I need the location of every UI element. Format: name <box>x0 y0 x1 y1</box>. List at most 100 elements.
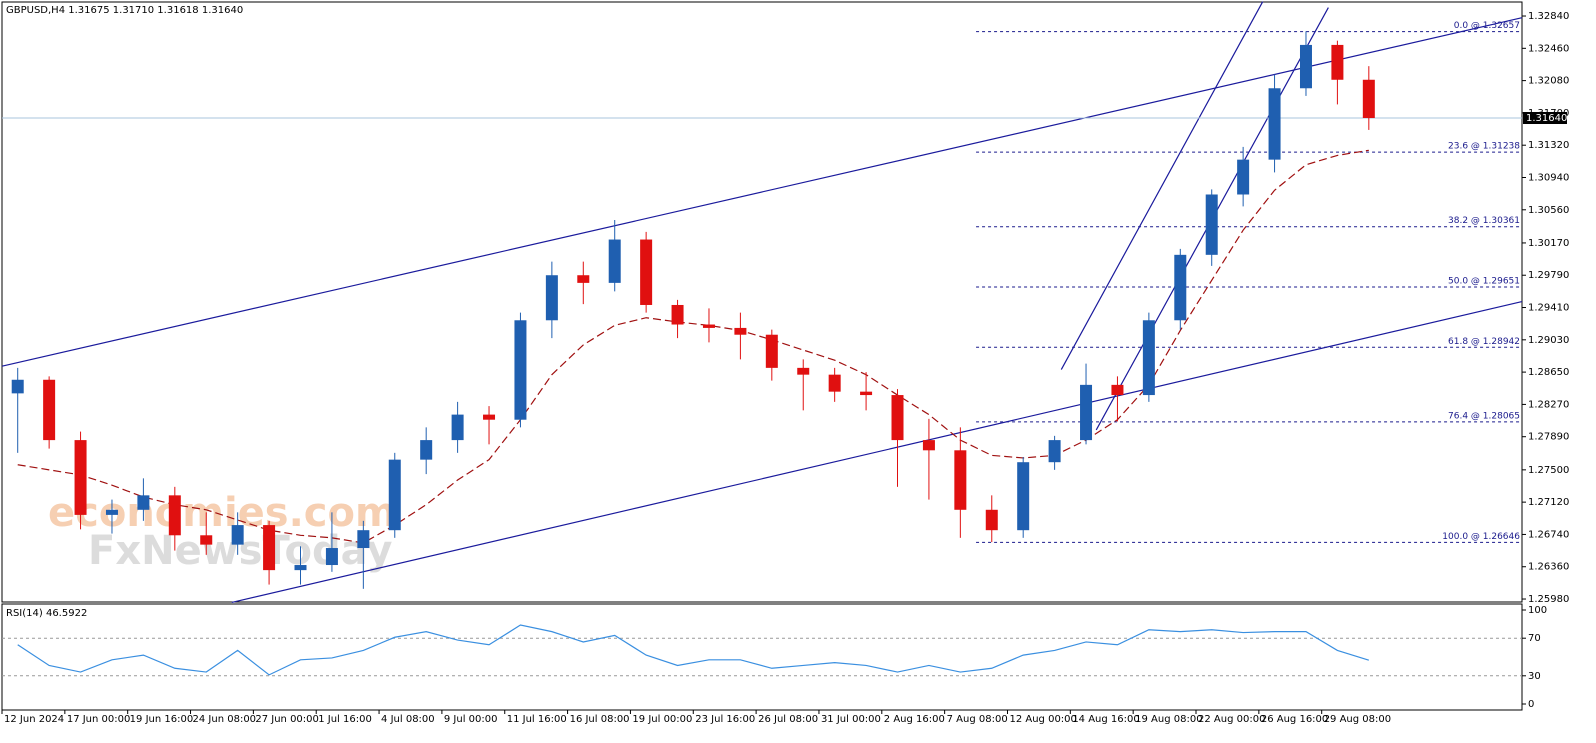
y-tick-label: 1.32840 <box>1528 11 1569 22</box>
candle-body <box>954 450 967 510</box>
rsi-tick-label: 0 <box>1528 699 1534 710</box>
trendline <box>1060 1 1264 370</box>
rsi-line <box>17 624 1370 676</box>
candle-body <box>577 275 590 283</box>
candle-body <box>828 374 841 392</box>
candle-body <box>483 414 496 420</box>
candle-body <box>1048 440 1061 463</box>
rsi-panel <box>1 603 1523 711</box>
x-tick-label: 19 Jul 00:00 <box>632 714 692 725</box>
candle-body <box>1205 194 1218 255</box>
candle-body <box>294 565 307 571</box>
candle-body <box>985 509 998 531</box>
candle-body <box>1268 88 1281 160</box>
y-tick-label: 1.25980 <box>1528 594 1569 605</box>
x-tick-label: 4 Jul 08:00 <box>381 714 435 725</box>
candle-body <box>797 367 810 375</box>
x-tick-label: 22 Aug 00:00 <box>1198 714 1265 725</box>
y-tick-label: 1.29790 <box>1528 270 1569 281</box>
fib-label: 23.6 @ 1.31238 <box>1448 142 1520 152</box>
candle-body <box>1111 384 1124 396</box>
x-tick-label: 19 Jun 16:00 <box>130 714 194 725</box>
candle-body <box>263 525 276 571</box>
rsi-tick-label: 30 <box>1528 671 1541 682</box>
candle-body <box>640 239 653 305</box>
moving-average <box>17 149 1369 544</box>
fib-label: 38.2 @ 1.30361 <box>1448 216 1520 226</box>
candle-body <box>11 379 24 394</box>
x-tick-label: 12 Aug 00:00 <box>1009 714 1076 725</box>
candle-body <box>1080 384 1093 441</box>
y-tick-label: 1.30940 <box>1528 172 1569 183</box>
x-tick-label: 12 Jun 2024 <box>4 714 64 725</box>
candle-body <box>1237 159 1250 195</box>
last-price-box <box>1523 112 1567 125</box>
x-tick-label: 26 Jul 08:00 <box>758 714 818 725</box>
candle-body <box>1174 254 1187 321</box>
candle-body <box>168 495 181 536</box>
candle-body <box>325 548 338 566</box>
candle-body <box>388 459 401 531</box>
candle-body <box>1142 320 1155 396</box>
candle-body <box>860 391 873 396</box>
fib-label: 50.0 @ 1.29651 <box>1448 277 1520 287</box>
candle-body <box>1362 79 1375 119</box>
y-tick-label: 1.26740 <box>1528 529 1569 540</box>
x-tick-label: 2 Aug 16:00 <box>884 714 945 725</box>
x-tick-label: 26 Aug 16:00 <box>1261 714 1328 725</box>
candle-body <box>765 334 778 368</box>
rsi-title: RSI(14) 46.5922 <box>6 608 87 619</box>
fib-label: 61.8 @ 1.28942 <box>1448 337 1520 347</box>
x-tick-label: 1 Jul 16:00 <box>318 714 372 725</box>
x-tick-label: 7 Aug 08:00 <box>947 714 1008 725</box>
x-tick-label: 27 Jun 00:00 <box>255 714 319 725</box>
x-tick-label: 19 Aug 08:00 <box>1135 714 1202 725</box>
candle-body <box>1299 44 1312 89</box>
candle-body <box>702 324 715 328</box>
y-tick-label: 1.26360 <box>1528 562 1569 573</box>
y-tick-label: 1.29030 <box>1528 335 1569 346</box>
y-tick-label: 1.32080 <box>1528 76 1569 87</box>
fib-label: 76.4 @ 1.28065 <box>1448 411 1520 421</box>
x-tick-label: 11 Jul 16:00 <box>507 714 567 725</box>
fib-label: 100.0 @ 1.26646 <box>1442 532 1520 542</box>
y-tick-label: 1.31320 <box>1528 140 1569 151</box>
x-tick-label: 31 Jul 00:00 <box>821 714 881 725</box>
y-tick-label: 1.27500 <box>1528 465 1569 476</box>
candle-body <box>200 535 213 545</box>
candle-body <box>43 379 56 441</box>
candle-body <box>357 530 370 549</box>
candle-body <box>545 275 558 321</box>
trendline <box>1 17 1523 367</box>
x-tick-label: 16 Jul 08:00 <box>570 714 630 725</box>
candle-body <box>1331 44 1344 80</box>
candle-body <box>514 320 527 420</box>
rsi-tick-label: 70 <box>1528 633 1541 644</box>
candle-body <box>608 239 621 283</box>
y-tick-label: 1.30170 <box>1528 238 1569 249</box>
rsi-tick-label: 100 <box>1528 605 1547 616</box>
candle-body <box>105 509 118 515</box>
candle-body <box>671 304 684 325</box>
candle-body <box>891 395 904 441</box>
y-tick-label: 1.28650 <box>1528 367 1569 378</box>
candle-body <box>922 440 935 451</box>
x-tick-label: 17 Jun 00:00 <box>67 714 131 725</box>
x-tick-label: 9 Jul 00:00 <box>444 714 498 725</box>
y-tick-label: 1.27120 <box>1528 497 1569 508</box>
y-tick-label: 1.30560 <box>1528 205 1569 216</box>
trendline <box>231 300 1523 604</box>
candle-body <box>74 440 87 515</box>
last-price-label: 1.31640 <box>1526 113 1567 124</box>
y-tick-label: 1.32460 <box>1528 43 1569 54</box>
candle-body <box>137 495 150 510</box>
candle-body <box>734 327 747 335</box>
x-tick-label: 14 Aug 16:00 <box>1072 714 1139 725</box>
x-tick-label: 29 Aug 08:00 <box>1324 714 1391 725</box>
candle-body <box>1017 462 1030 531</box>
candle-body <box>231 525 244 545</box>
x-tick-label: 24 Jun 08:00 <box>193 714 257 725</box>
candle-body <box>420 440 433 460</box>
chart-title: GBPUSD,H4 1.31675 1.31710 1.31618 1.3164… <box>6 5 243 16</box>
